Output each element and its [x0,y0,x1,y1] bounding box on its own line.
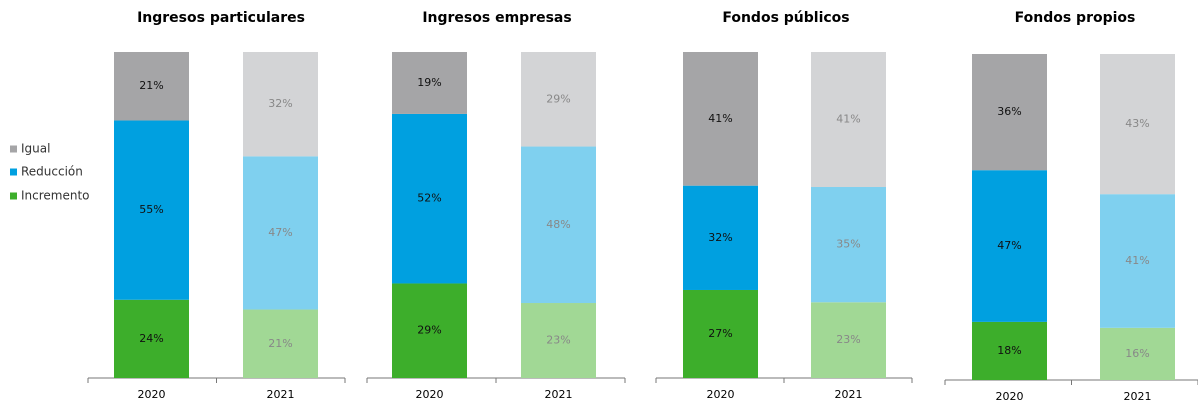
bar-segment [243,156,318,310]
data-label: 52% [417,192,441,205]
bar-segment [811,302,886,378]
data-label: 21% [139,79,163,92]
bar-segment [243,309,318,378]
bar-segment [972,54,1047,171]
bar-segment [114,52,189,121]
bar-segment [243,52,318,157]
legend-swatch [10,168,17,176]
bar-segment [972,321,1047,380]
x-tick-label: 2021 [267,388,295,401]
x-tick-label: 2020 [707,388,735,401]
bar-segment [521,146,596,304]
bar-segment [811,52,886,188]
data-label: 47% [268,226,292,239]
bar-segment [1100,194,1175,328]
bar-segment [392,283,467,378]
legend-swatch [10,192,17,200]
bar-segment [521,303,596,378]
x-tick-label: 2021 [835,388,863,401]
legend-label: Reducción [21,165,83,179]
data-label: 32% [708,231,732,244]
chart-title: Ingresos empresas [422,10,571,26]
x-tick-label: 2021 [1124,390,1152,403]
x-tick-label: 2021 [545,388,573,401]
data-label: 36% [997,105,1021,118]
legend-label: Incremento [21,189,90,203]
bar-segment [1100,327,1175,380]
data-label: 55% [139,203,163,216]
chart-title: Fondos propios [1015,10,1136,26]
data-label: 43% [1125,117,1149,130]
data-label: 29% [417,324,441,337]
legend-swatch [10,145,17,153]
legend-label: Igual [21,142,50,156]
data-label: 41% [1125,254,1149,267]
data-label: 41% [836,113,860,126]
bar-segment [392,52,467,114]
chart-title: Fondos públicos [722,10,849,26]
bar-segment [114,299,189,378]
bar-segment [972,170,1047,322]
bar-segment [521,52,596,147]
x-tick-label: 2020 [138,388,166,401]
data-label: 35% [836,238,860,251]
data-label: 16% [1125,347,1149,360]
data-label: 48% [546,218,570,231]
data-label: 41% [708,112,732,125]
data-label: 47% [997,239,1021,252]
x-tick-label: 2020 [996,390,1024,403]
data-label: 29% [546,92,570,105]
bar-segment [392,113,467,284]
data-label: 23% [546,334,570,347]
bar-segment [1100,54,1175,195]
data-label: 21% [268,337,292,350]
data-label: 19% [417,76,441,89]
x-tick-label: 2020 [416,388,444,401]
data-label: 32% [268,97,292,110]
bar-segment [683,289,758,378]
data-label: 23% [836,333,860,346]
bar-segment [683,185,758,290]
data-label: 27% [708,327,732,340]
data-label: 24% [139,332,163,345]
chart-title: Ingresos particulares [137,10,305,26]
bar-segment [683,52,758,186]
bar-segment [114,120,189,300]
bar-segment [811,187,886,303]
data-label: 18% [997,344,1021,357]
